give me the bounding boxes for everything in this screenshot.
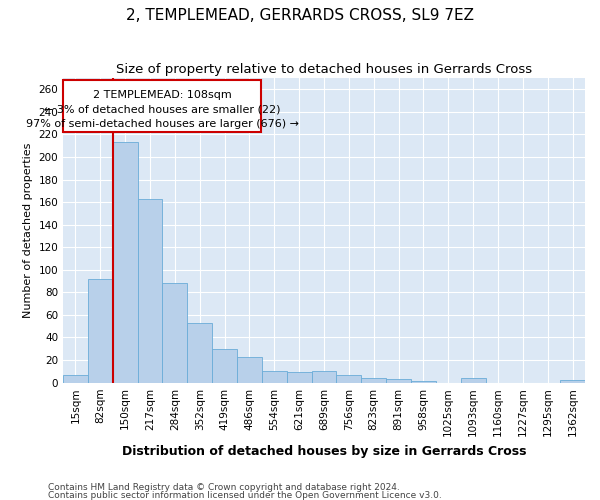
Bar	[361, 378, 386, 382]
Bar	[212, 348, 237, 382]
Bar	[262, 372, 287, 382]
Text: Contains HM Land Registry data © Crown copyright and database right 2024.: Contains HM Land Registry data © Crown c…	[48, 484, 400, 492]
Y-axis label: Number of detached properties: Number of detached properties	[23, 142, 33, 318]
Text: 2 TEMPLEMEAD: 108sqm: 2 TEMPLEMEAD: 108sqm	[93, 90, 232, 100]
Bar	[461, 378, 485, 382]
Bar	[337, 374, 361, 382]
Text: 2, TEMPLEMEAD, GERRARDS CROSS, SL9 7EZ: 2, TEMPLEMEAD, GERRARDS CROSS, SL9 7EZ	[126, 8, 474, 22]
X-axis label: Distribution of detached houses by size in Gerrards Cross: Distribution of detached houses by size …	[122, 444, 526, 458]
Text: Contains public sector information licensed under the Open Government Licence v3: Contains public sector information licen…	[48, 490, 442, 500]
Bar	[560, 380, 585, 382]
Bar	[311, 372, 337, 382]
Text: ← 3% of detached houses are smaller (22): ← 3% of detached houses are smaller (22)	[44, 104, 281, 115]
Bar	[63, 374, 88, 382]
Bar	[113, 142, 137, 382]
Bar	[64, 80, 262, 132]
Bar	[287, 372, 311, 382]
Text: 97% of semi-detached houses are larger (676) →: 97% of semi-detached houses are larger (…	[26, 120, 299, 130]
Bar	[137, 198, 163, 382]
Bar	[88, 279, 113, 382]
Bar	[386, 379, 411, 382]
Bar	[237, 356, 262, 382]
Bar	[187, 323, 212, 382]
Title: Size of property relative to detached houses in Gerrards Cross: Size of property relative to detached ho…	[116, 62, 532, 76]
Bar	[163, 284, 187, 382]
